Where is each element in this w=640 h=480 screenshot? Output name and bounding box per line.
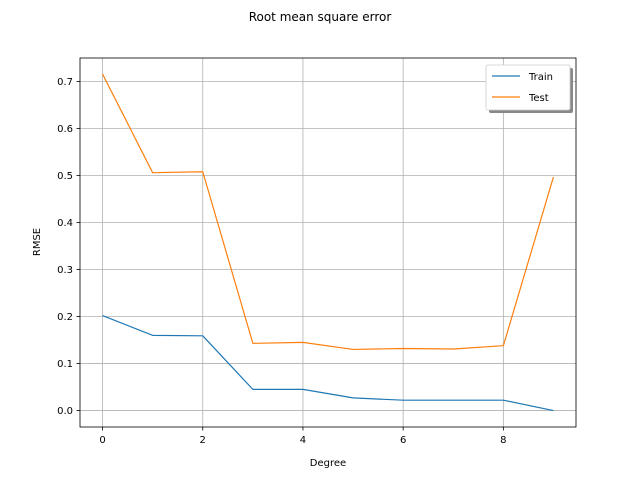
plot-frame xyxy=(79,57,577,428)
y-tick-label: 0.3 xyxy=(57,265,73,276)
legend-label-test: Test xyxy=(528,93,549,104)
x-tick-label: 8 xyxy=(500,435,506,446)
y-axis-label: RMSE xyxy=(32,228,43,256)
series-lines xyxy=(102,73,555,412)
legend: Train Test xyxy=(485,64,573,113)
plot-area xyxy=(80,58,576,427)
legend-box xyxy=(485,64,571,111)
x-tick-label: 0 xyxy=(99,435,105,446)
series-line-test xyxy=(102,73,555,351)
grid xyxy=(80,58,576,427)
x-axis-ticks: 0 2 4 6 8 xyxy=(99,427,507,446)
x-tick-label: 6 xyxy=(400,435,406,446)
y-tick-label: 0.4 xyxy=(57,218,73,229)
y-tick-label: 0.7 xyxy=(57,77,73,88)
y-tick-label: 0.0 xyxy=(57,406,73,417)
y-axis-ticks: 0.0 0.1 0.2 0.3 0.4 0.5 0.6 0.7 xyxy=(57,77,80,417)
legend-label-train: Train xyxy=(528,72,553,83)
series-line-train xyxy=(102,315,554,412)
y-tick-label: 0.5 xyxy=(57,171,73,182)
x-axis-label: Degree xyxy=(310,458,346,469)
chart-title: Root mean square error xyxy=(249,10,392,24)
y-tick-label: 0.6 xyxy=(57,124,73,135)
x-tick-label: 4 xyxy=(300,435,306,446)
y-tick-label: 0.1 xyxy=(57,359,73,370)
x-tick-label: 2 xyxy=(200,435,206,446)
y-tick-label: 0.2 xyxy=(57,312,73,323)
